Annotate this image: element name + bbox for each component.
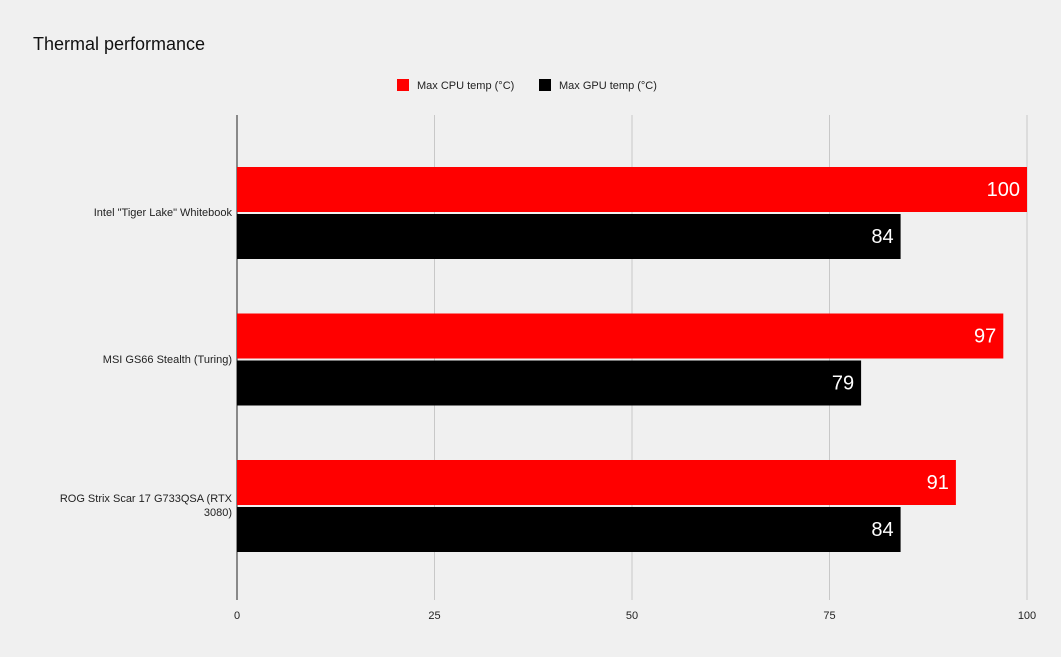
y-tick-label: ROG Strix Scar 17 G733QSA (RTX 3080)	[59, 493, 232, 519]
value-label: 97	[974, 325, 996, 347]
value-label: 84	[871, 226, 893, 248]
value-label: 91	[927, 472, 949, 494]
bar	[237, 313, 1004, 359]
value-label: 100	[987, 179, 1020, 201]
chart-title: Thermal performance	[33, 34, 205, 54]
legend-label: Max CPU temp (°C)	[417, 80, 514, 92]
y-tick-label: Intel "Tiger Lake" Whitebook	[93, 207, 232, 219]
value-label: 79	[832, 372, 854, 394]
legend-swatch	[397, 79, 409, 91]
x-tick-label: 100	[1018, 610, 1036, 622]
bar	[237, 460, 956, 505]
bar	[237, 214, 901, 259]
x-tick-label: 0	[234, 610, 240, 622]
x-tick-label: 50	[626, 610, 638, 622]
bar	[237, 507, 901, 552]
bar	[237, 360, 862, 406]
x-tick-label: 25	[428, 610, 440, 622]
x-tick-label: 75	[823, 610, 835, 622]
bar	[237, 167, 1027, 212]
legend-swatch	[539, 79, 551, 91]
value-label: 84	[871, 519, 893, 541]
y-tick-label: MSI GS66 Stealth (Turing)	[102, 353, 232, 366]
legend-label: Max GPU temp (°C)	[559, 80, 657, 92]
